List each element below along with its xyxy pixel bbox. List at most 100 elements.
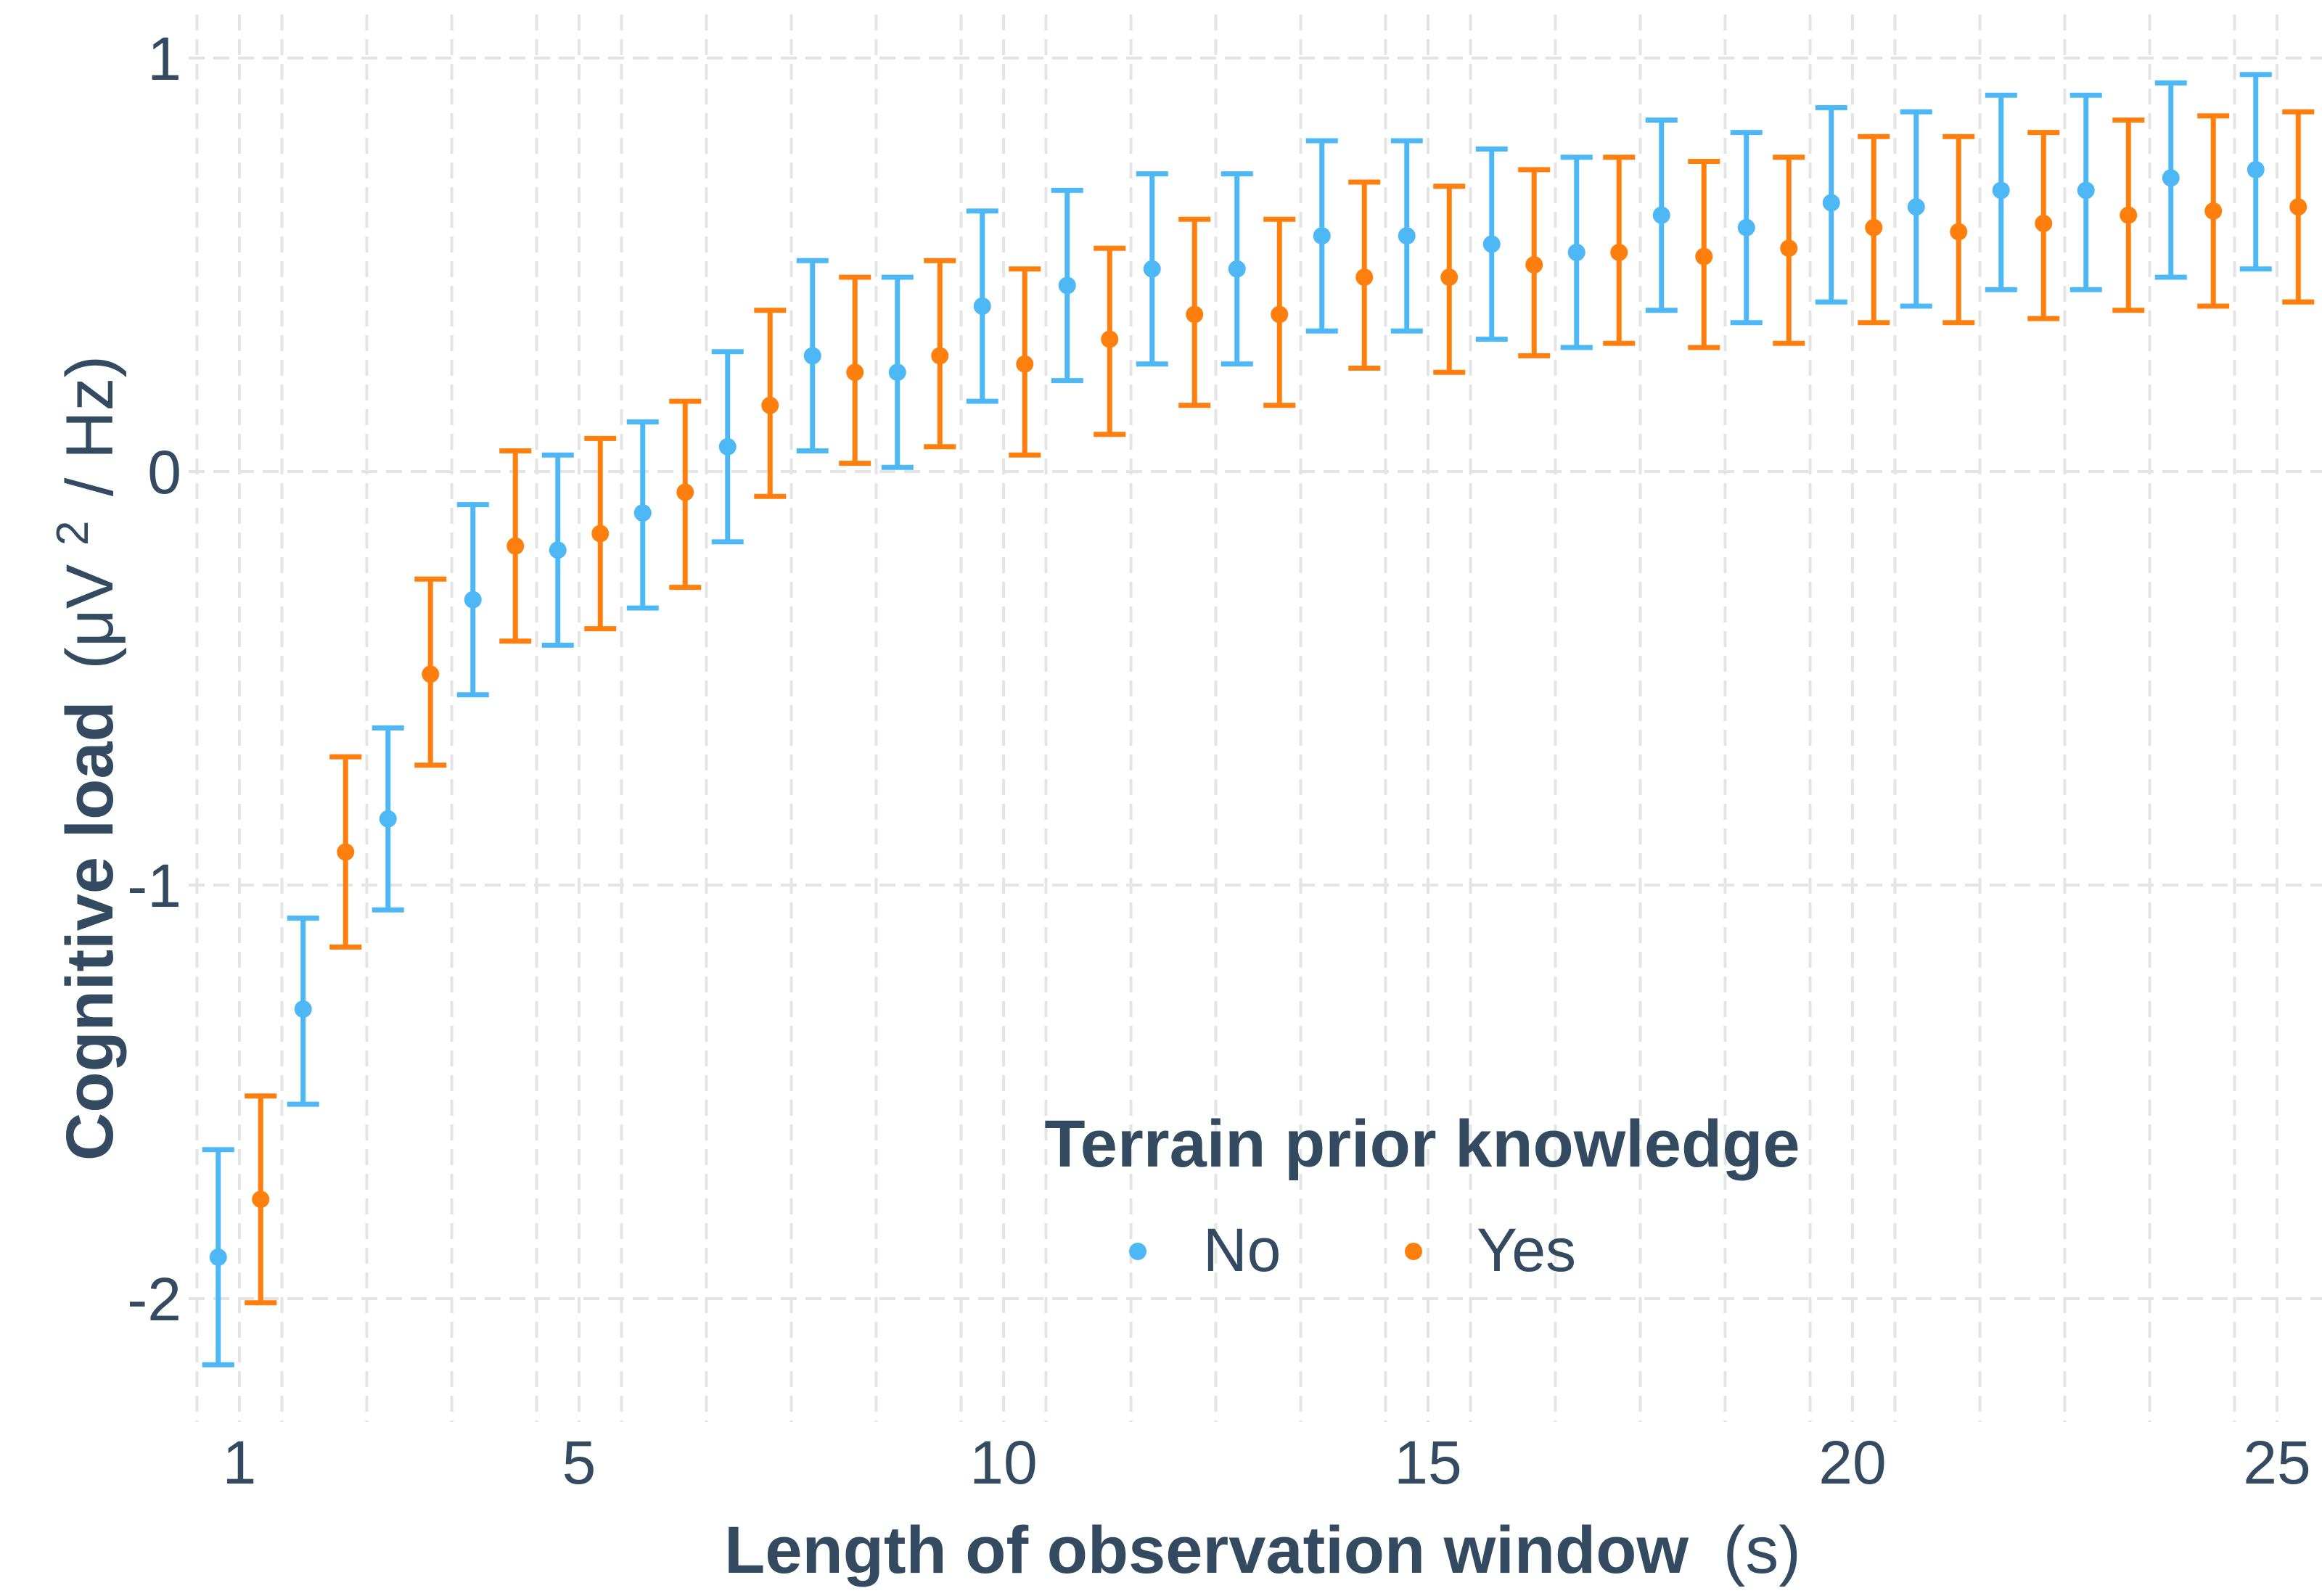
x-axis-title-main: Length of observation window bbox=[724, 1513, 1689, 1587]
point-marker-yes bbox=[1865, 218, 1883, 236]
point-marker-no bbox=[1228, 260, 1246, 278]
data-point-yes bbox=[2027, 130, 2060, 321]
x-tick-label: 15 bbox=[1394, 1428, 1461, 1497]
data-point-no bbox=[1985, 92, 2017, 292]
point-marker-yes bbox=[422, 665, 440, 683]
point-marker-no bbox=[1143, 260, 1161, 278]
point-marker-no bbox=[464, 591, 482, 609]
data-point-yes bbox=[2112, 118, 2145, 313]
y-tick-label: 1 bbox=[147, 25, 181, 93]
data-point-yes bbox=[754, 308, 787, 499]
point-marker-no bbox=[803, 347, 821, 365]
data-point-no bbox=[626, 419, 659, 611]
x-tick-label: 20 bbox=[1818, 1428, 1886, 1497]
y-axis-title: Cognitive load (μV 2 / Hz) bbox=[28, 355, 127, 1161]
point-marker-yes bbox=[2289, 198, 2307, 216]
point-marker-yes bbox=[337, 843, 355, 861]
data-point-no bbox=[1390, 138, 1423, 334]
y-tick-label: -1 bbox=[127, 852, 181, 920]
point-marker-yes bbox=[2204, 202, 2223, 220]
legend-label-yes: Yes bbox=[1477, 1216, 1576, 1284]
point-marker-yes bbox=[931, 347, 949, 365]
data-point-no bbox=[1730, 130, 1763, 326]
point-marker-no bbox=[1058, 276, 1076, 295]
data-point-yes bbox=[1773, 155, 1805, 346]
point-marker-no bbox=[1482, 235, 1501, 253]
x-tick-label: 25 bbox=[2243, 1428, 2310, 1497]
point-marker-yes bbox=[761, 396, 779, 414]
x-tick-label: 5 bbox=[562, 1428, 596, 1497]
legend-entry-no: No bbox=[1129, 1216, 1281, 1284]
legend-entry-yes: Yes bbox=[1405, 1216, 1576, 1284]
x-tick-label: 1 bbox=[223, 1428, 257, 1497]
point-marker-yes bbox=[2035, 215, 2053, 232]
data-point-no bbox=[966, 208, 998, 404]
y-axis-title-unit-sup: 2 bbox=[48, 521, 98, 546]
y-tick-label: -2 bbox=[127, 1265, 181, 1333]
point-marker-yes bbox=[1610, 243, 1628, 261]
point-marker-yes bbox=[676, 483, 694, 501]
point-marker-no bbox=[1737, 218, 1755, 236]
point-marker-yes bbox=[506, 537, 525, 555]
data-point-no bbox=[2154, 80, 2187, 280]
data-point-no bbox=[711, 349, 744, 545]
point-marker-yes bbox=[591, 525, 610, 543]
point-marker-no bbox=[633, 504, 652, 522]
data-point-no bbox=[1051, 187, 1083, 384]
point-marker-yes bbox=[1355, 268, 1374, 287]
y-axis-title-unit-close: / Hz) bbox=[53, 355, 127, 496]
data-point-no bbox=[287, 916, 319, 1107]
point-marker-no bbox=[209, 1249, 227, 1266]
data-point-yes bbox=[1518, 167, 1551, 358]
legend-label-no: No bbox=[1203, 1216, 1281, 1284]
legend-marker-no bbox=[1129, 1243, 1146, 1260]
data-point-no bbox=[881, 274, 914, 470]
data-point-yes bbox=[924, 258, 956, 450]
data-point-yes bbox=[414, 576, 447, 768]
data-point-no bbox=[1900, 109, 1932, 309]
data-point-yes bbox=[1603, 155, 1636, 346]
data-point-yes bbox=[499, 448, 532, 644]
x-tick-label: 10 bbox=[969, 1428, 1037, 1497]
data-point-no bbox=[372, 725, 404, 913]
point-marker-no bbox=[718, 437, 737, 456]
point-marker-yes bbox=[1780, 239, 1798, 258]
point-marker-no bbox=[2077, 181, 2095, 200]
point-marker-no bbox=[973, 297, 991, 315]
data-point-yes bbox=[1009, 266, 1041, 458]
point-marker-no bbox=[1907, 198, 1925, 216]
chart-marks bbox=[202, 72, 2315, 1367]
point-marker-yes bbox=[252, 1190, 270, 1209]
point-marker-no bbox=[2247, 160, 2265, 178]
y-axis-title-unit-open: (μV bbox=[53, 564, 127, 670]
data-point-no bbox=[202, 1147, 234, 1367]
x-axis-title: Length of observation window (s) bbox=[724, 1513, 1801, 1587]
data-point-yes bbox=[669, 398, 702, 591]
legend: Terrain prior knowledge No Yes bbox=[1044, 1107, 1800, 1284]
data-point-yes bbox=[839, 274, 871, 466]
point-marker-yes bbox=[1271, 305, 1289, 324]
data-point-no bbox=[1815, 104, 1847, 305]
point-marker-no bbox=[2162, 169, 2180, 187]
point-marker-yes bbox=[846, 363, 864, 382]
point-marker-no bbox=[379, 810, 397, 828]
data-point-yes bbox=[1433, 184, 1466, 375]
point-marker-yes bbox=[1950, 223, 1968, 241]
data-point-no bbox=[541, 452, 574, 648]
data-point-yes bbox=[1942, 133, 1975, 326]
data-point-no bbox=[1221, 171, 1253, 367]
point-marker-no bbox=[1398, 227, 1416, 245]
point-marker-no bbox=[888, 363, 906, 382]
data-point-yes bbox=[1688, 159, 1720, 350]
point-marker-yes bbox=[2120, 206, 2138, 224]
data-point-yes bbox=[1263, 216, 1296, 408]
point-marker-no bbox=[1652, 206, 1670, 224]
point-marker-yes bbox=[1695, 247, 1713, 266]
data-point-no bbox=[2069, 92, 2102, 292]
point-marker-no bbox=[549, 541, 567, 559]
data-point-yes bbox=[584, 435, 617, 632]
data-point-yes bbox=[2197, 113, 2230, 309]
data-point-no bbox=[1475, 146, 1508, 342]
